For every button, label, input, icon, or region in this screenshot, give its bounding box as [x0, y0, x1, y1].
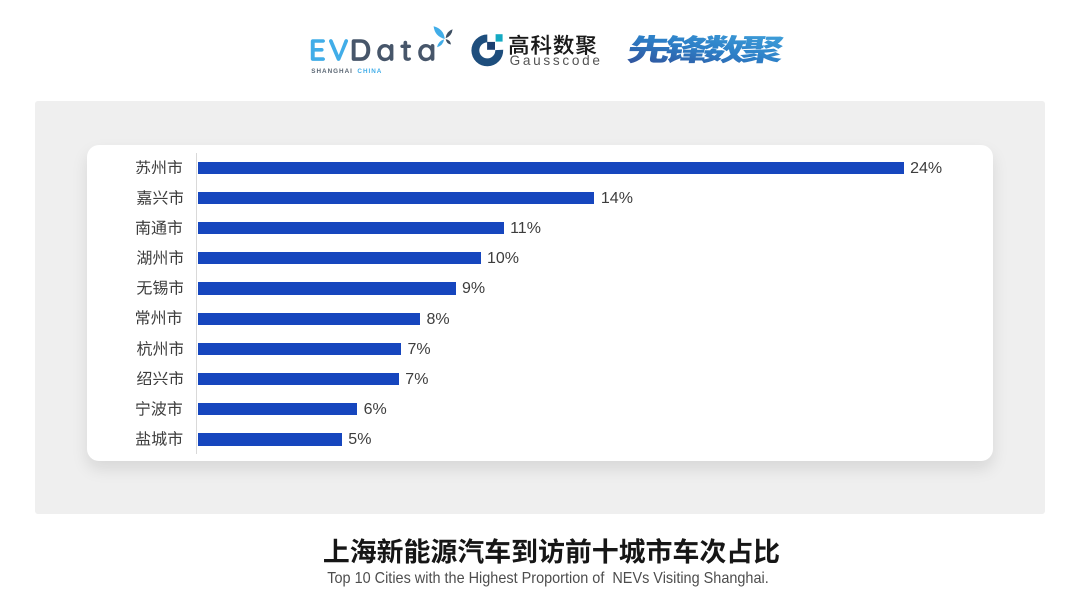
- svg-text:Gausscode: Gausscode: [510, 53, 603, 68]
- svg-text:SHANGHAI: SHANGHAI: [311, 68, 353, 75]
- svg-text:CHINA: CHINA: [357, 68, 382, 75]
